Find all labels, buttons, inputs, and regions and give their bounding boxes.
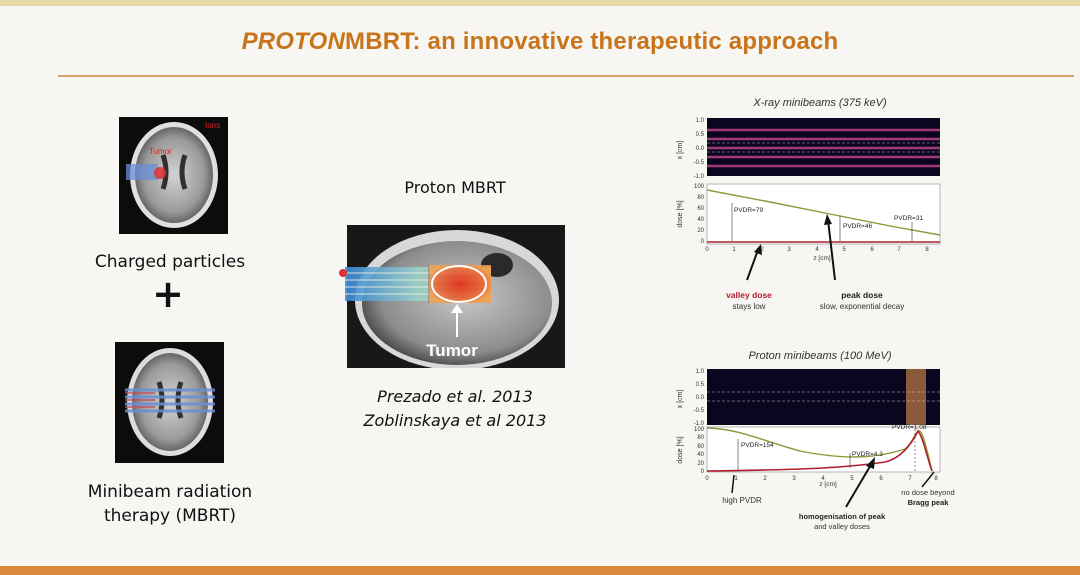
xray-top-tick: 0.5 (696, 132, 705, 138)
proton-minibeams-figure: Proton minibeams (100 MeV) x [cm] 1.0 0.… (677, 350, 955, 531)
proton-top-tick: -1.0 (694, 421, 705, 427)
xray-top-tick: 1.0 (696, 118, 705, 124)
xray-pvdr-1: PVDR=79 (734, 207, 763, 214)
xray-z-tick: 8 (925, 247, 929, 253)
plus-sign: + (152, 272, 184, 316)
peak-decay-label: slow, exponential decay (820, 302, 905, 311)
xray-top-tick: -1.0 (694, 174, 705, 180)
valley-stays-low: stays low (733, 302, 766, 311)
proton-dose-tick: 40 (697, 452, 704, 458)
ions-tag: Ions (205, 121, 220, 130)
xray-z-tick: 6 (870, 247, 874, 253)
xray-dose-tick: 100 (694, 184, 705, 190)
proton-z-tick: 6 (879, 476, 883, 482)
xray-dose-tick: 0 (701, 239, 705, 245)
xray-dose-tick: 80 (697, 195, 704, 201)
proton-ylabel-x: x [cm] (677, 390, 684, 409)
xray-dose-tick: 40 (697, 217, 704, 223)
homogenisation-label-2: and valley doses (814, 522, 870, 531)
xray-z-tick: 2 (760, 247, 764, 253)
proton-z-tick: 7 (908, 476, 912, 482)
proton-z-tick: 5 (850, 476, 854, 482)
xray-minibeams-figure: X-ray minibeams (375 keV) x [cm] 1.0 0.5… (677, 97, 941, 311)
mbrt-brain-image (115, 342, 224, 463)
proton-dose-tick: 60 (697, 444, 704, 450)
bottom-band (0, 566, 1080, 575)
xray-top-tick: 0.0 (696, 146, 705, 152)
no-dose-label: no dose beyond (901, 488, 954, 497)
xray-z-tick: 3 (787, 247, 791, 253)
valley-dose-label: valley dose (726, 290, 772, 300)
proton-title: Proton minibeams (100 MeV) (748, 350, 891, 362)
proton-z-tick: 4 (821, 476, 825, 482)
title-rest: MBRT: an innovative therapeutic approach (345, 28, 839, 55)
top-band (0, 0, 1080, 6)
reference-2: Zoblinskaya et al 2013 (363, 411, 547, 430)
xray-dose-tick: 20 (697, 228, 704, 234)
proton-top-tick: 0.5 (696, 382, 705, 388)
tumor-tag: Tumor (149, 147, 172, 156)
charged-particles-label: Charged particles (94, 252, 246, 272)
title-rule (58, 75, 1074, 77)
xray-z-tick: 4 (815, 247, 819, 253)
xray-title: X-ray minibeams (375 keV) (752, 97, 887, 109)
proton-pvdr-1: PVDR=154 (741, 442, 774, 449)
proton-ylabel-dose: dose [%] (677, 436, 684, 463)
mbrt-label-line2: therapy (MBRT) (103, 506, 237, 526)
bragg-peak-label: Bragg peak (908, 498, 950, 507)
proton-z-tick: 8 (934, 476, 938, 482)
proton-top-tick: 0.0 (696, 395, 705, 401)
proton-xlabel: z [cm] (819, 481, 837, 488)
proton-dose-tick: 20 (697, 461, 704, 467)
tumor-label: Tumor (426, 341, 478, 360)
proton-z-tick: 1 (734, 476, 738, 482)
xray-top-tick: -0.5 (694, 160, 705, 166)
xray-z-tick: 0 (705, 247, 709, 253)
peak-dose-label: peak dose (841, 290, 883, 300)
proton-dose-tick: 80 (697, 435, 704, 441)
homogenisation-label: homogenisation of peak (799, 512, 886, 521)
proton-mbrt-image: Tumor (339, 225, 565, 368)
proton-z-tick: 2 (763, 476, 767, 482)
proton-mbrt-heading: Proton MBRT (404, 178, 506, 197)
title-italic: PROTON (241, 28, 345, 55)
proton-z-tick: 0 (705, 476, 709, 482)
xray-xlabel: z [cm] (813, 255, 831, 262)
proton-top-tick: -0.5 (694, 408, 705, 414)
ion-brain-image: Tumor Ions (119, 117, 228, 234)
proton-dose-tick: 100 (694, 427, 705, 433)
xray-z-tick: 5 (842, 247, 846, 253)
xray-ylabel-x: x [cm] (677, 141, 684, 160)
xray-pvdr-3: PVDR=31 (894, 215, 923, 222)
xray-z-tick: 1 (732, 247, 736, 253)
proton-pvdr-3: PVDR=1.08 (892, 424, 927, 431)
xray-z-tick: 7 (897, 247, 901, 253)
proton-top-tick: 1.0 (696, 369, 705, 375)
xray-pvdr-2: PVDR=46 (843, 223, 872, 230)
proton-z-tick: 3 (792, 476, 796, 482)
proton-pvdr-2: PVDR=4.3 (852, 451, 883, 458)
xray-dose-tick: 60 (697, 206, 704, 212)
xray-ylabel-dose: dose [%] (677, 200, 684, 227)
mbrt-label-line1: Minibeam radiation (87, 482, 253, 502)
high-pvdr-label: high PVDR (722, 496, 762, 505)
reference-1: Prezado et al. 2013 (377, 387, 533, 406)
proton-dose-tick: 0 (701, 469, 705, 475)
slide-title: PROTONMBRT: an innovative therapeutic ap… (0, 28, 1080, 56)
